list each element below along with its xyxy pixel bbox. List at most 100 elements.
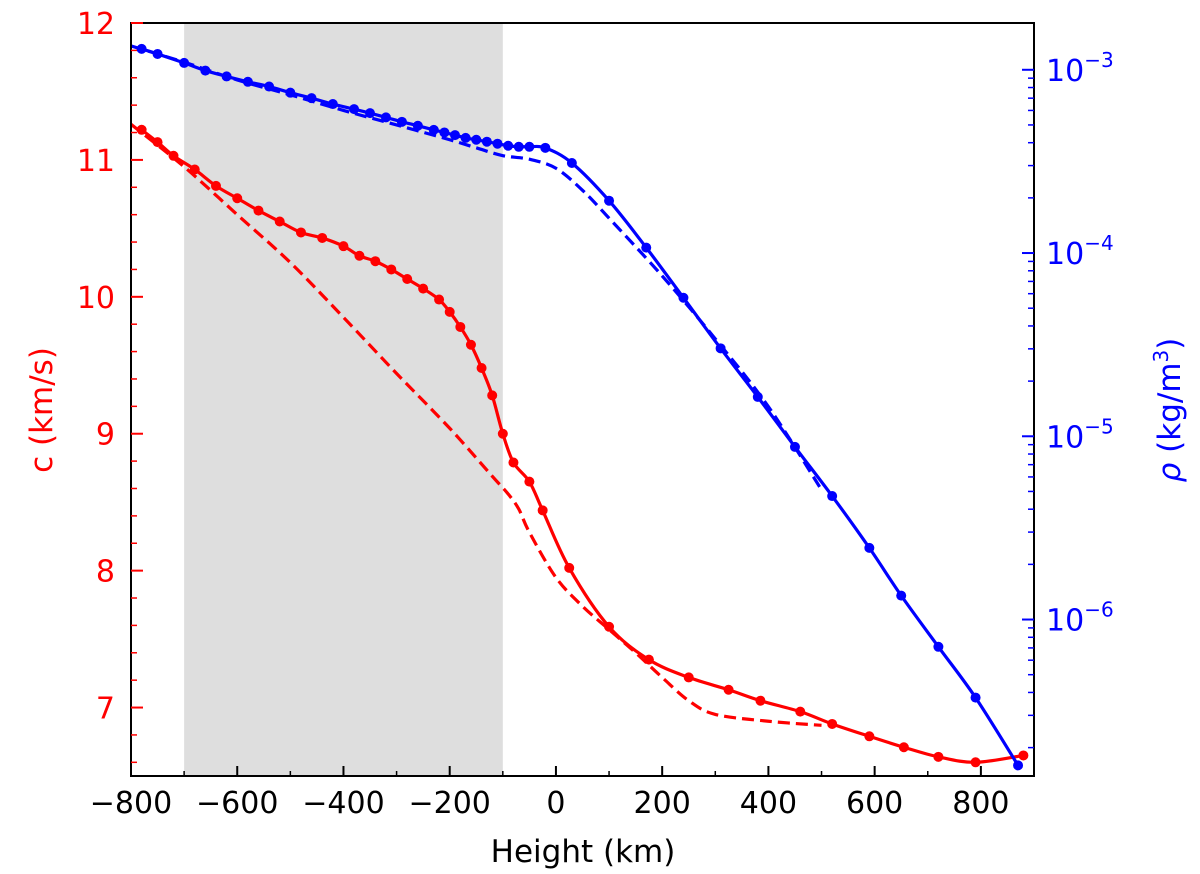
right-y-tick-label-base: 10: [1046, 54, 1084, 89]
series-rho-solid-point: [439, 127, 450, 138]
series-c-solid-point: [386, 264, 397, 275]
series-c-solid-point: [455, 321, 466, 332]
series-c-solid-point: [487, 390, 498, 401]
series-c-solid-point: [465, 339, 476, 350]
series-c-solid-point: [338, 241, 349, 252]
left-y-tick-label: 12: [77, 7, 115, 42]
series-c-solid-point: [274, 216, 285, 227]
series-rho-solid-point: [450, 130, 461, 141]
series-rho-solid-point: [412, 120, 423, 131]
right-y-tick-label: 10−3: [1046, 48, 1114, 89]
series-c-solid-point: [683, 672, 694, 683]
series-c-solid-point: [537, 505, 548, 516]
series-rho-solid-point: [896, 590, 907, 601]
series-rho-solid-point: [481, 136, 492, 147]
x-tick-label: 800: [952, 786, 1009, 821]
series-c-solid-point: [933, 751, 944, 762]
series-c-solid-point: [444, 306, 455, 317]
right-y-tick-label-exp: −5: [1084, 414, 1113, 438]
series-c-solid-point: [434, 294, 445, 305]
series-c-solid-point: [755, 695, 766, 706]
series-c-solid-point: [795, 706, 806, 717]
series-c-solid-point: [295, 227, 306, 238]
ticks-layer: −800 −600 −400 −200 0 200 400 600 800 7 8 9 10 11 12 10…: [77, 7, 1114, 821]
series-rho-solid-point: [242, 76, 253, 87]
right-y-axis-title-close: ): [1152, 338, 1188, 350]
x-tick-label: −400: [302, 786, 384, 821]
x-tick-label: −600: [196, 786, 278, 821]
left-y-tick-label: 10: [77, 281, 115, 316]
series-rho-solid-point: [513, 141, 524, 152]
right-y-tick-label-exp: −4: [1084, 231, 1113, 255]
right-y-tick-label: 10−5: [1046, 414, 1114, 455]
series-rho-dashed-line: [131, 44, 823, 491]
left-y-tick-label: 9: [96, 418, 115, 453]
series-rho-solid-point: [365, 108, 376, 119]
series-c-solid-point: [1018, 750, 1029, 761]
series-c-solid-point: [508, 457, 519, 468]
series-layer: [131, 43, 1029, 771]
series-c-solid-point: [898, 742, 909, 753]
series-c-solid-point: [827, 718, 838, 729]
axes-layer: [130, 22, 1035, 777]
series-c-solid-point: [497, 428, 508, 439]
plot-area: [131, 43, 1029, 771]
left-y-tick-label: 8: [96, 555, 115, 590]
series-rho-solid-point: [933, 641, 944, 652]
series-c-solid-point: [253, 205, 264, 216]
x-tick-label: 0: [546, 786, 565, 821]
right-y-axis-title-exp: 3: [1149, 350, 1173, 363]
series-rho-solid-point: [641, 242, 652, 253]
series-rho-solid-point: [460, 132, 471, 143]
shaded-region: [184, 23, 503, 776]
series-rho-solid-point: [524, 141, 535, 152]
series-c-solid-point: [604, 621, 615, 632]
x-tick-label: −200: [409, 786, 491, 821]
series-rho-solid-point: [471, 134, 482, 145]
x-tick-label: 200: [634, 786, 691, 821]
right-y-tick-label-base: 10: [1046, 604, 1084, 639]
series-rho-solid-point: [604, 195, 615, 206]
series-c-solid-point: [402, 274, 413, 285]
right-y-axis-title: ρ (kg/m3): [1149, 338, 1188, 483]
right-y-tick-label-exp: −3: [1084, 48, 1113, 72]
series-c-solid-point: [564, 562, 575, 573]
series-rho-solid-point: [864, 542, 875, 553]
series-c-solid-point: [476, 363, 487, 374]
series-rho-solid-point: [428, 124, 439, 135]
series-c-solid-point: [354, 250, 365, 261]
x-tick-label: −800: [90, 786, 172, 821]
series-c-solid-point: [864, 731, 875, 742]
series-rho-solid-point: [349, 104, 360, 115]
series-c-solid-point: [723, 684, 734, 695]
right-y-tick-label-base: 10: [1046, 237, 1084, 272]
right-y-tick-label: 10−4: [1046, 231, 1114, 272]
series-c-dashed-line: [131, 123, 822, 727]
right-y-axis-title-symbol: ρ: [1152, 462, 1188, 482]
right-y-tick-label-exp: −6: [1084, 598, 1113, 622]
series-c-solid-point: [210, 180, 221, 191]
left-y-tick-label: 11: [77, 144, 115, 179]
series-rho-solid-point: [540, 142, 551, 153]
series-c-solid-point: [418, 283, 429, 294]
left-y-tick-label: 7: [96, 692, 115, 727]
series-rho-solid-point: [503, 140, 514, 151]
series-rho-solid-point: [492, 138, 503, 149]
x-axis-title: Height (km): [491, 834, 676, 870]
left-y-axis-title: c (km/s): [24, 347, 60, 473]
x-tick-label: 600: [846, 786, 903, 821]
plot-frame: [130, 22, 1035, 777]
series-c-solid-point: [970, 757, 981, 768]
right-y-tick-label-base: 10: [1046, 420, 1084, 455]
series-rho-solid-point: [827, 491, 838, 502]
series-c-solid-point: [232, 193, 243, 204]
series-rho-solid-point: [1013, 760, 1024, 771]
x-tick-label: 400: [740, 786, 797, 821]
right-y-axis-title-unit: (kg/m: [1152, 362, 1188, 462]
series-c-solid-point: [370, 256, 381, 267]
series-c-solid-point: [524, 476, 535, 487]
series-c-solid-point: [152, 137, 163, 148]
series-rho-solid-point: [970, 692, 981, 703]
right-y-tick-label: 10−6: [1046, 598, 1114, 639]
